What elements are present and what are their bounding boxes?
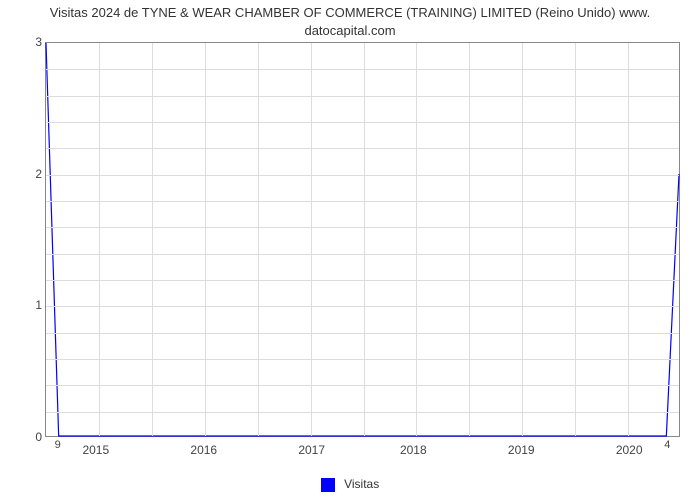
grid-line-h [46,359,679,360]
chart-plot-area [45,42,680,437]
x-tick-label: 2015 [82,443,109,457]
legend-label: Visitas [344,477,379,491]
chart-title: Visitas 2024 de TYNE & WEAR CHAMBER OF C… [0,4,700,39]
grid-line-v [258,43,259,436]
grid-line-v [522,43,523,436]
legend-swatch [321,478,335,492]
grid-line-h [46,280,679,281]
chart-legend: Visitas [0,477,700,492]
grid-line-v [364,43,365,436]
grid-line-h [46,122,679,123]
x-tick-label: 2018 [400,443,427,457]
y-tick-label: 2 [28,167,42,181]
x-tick-label: 2020 [616,443,643,457]
grid-line-h [46,148,679,149]
grid-line-h [46,333,679,334]
grid-line-h [46,201,679,202]
data-point-label: 4 [664,439,670,451]
grid-line-h [46,412,679,413]
grid-line-h [46,254,679,255]
data-point-label: 9 [55,439,61,451]
grid-line-h [46,175,679,176]
grid-line-v [416,43,417,436]
x-tick-label: 2019 [508,443,535,457]
grid-line-h [46,227,679,228]
grid-line-v [575,43,576,436]
grid-line-v [311,43,312,436]
chart-title-line2: datocapital.com [304,23,395,38]
y-tick-label: 3 [28,35,42,49]
chart-title-line1: Visitas 2024 de TYNE & WEAR CHAMBER OF C… [50,5,651,20]
grid-line-h [46,69,679,70]
series-line [46,43,679,436]
grid-line-h [46,385,679,386]
grid-line-v [469,43,470,436]
grid-line-h [46,306,679,307]
x-tick-label: 2016 [190,443,217,457]
y-tick-label: 0 [28,430,42,444]
grid-line-v [152,43,153,436]
grid-line-v [628,43,629,436]
grid-line-v [99,43,100,436]
grid-line-v [205,43,206,436]
x-tick-label: 2017 [298,443,325,457]
grid-line-h [46,96,679,97]
y-tick-label: 1 [28,298,42,312]
